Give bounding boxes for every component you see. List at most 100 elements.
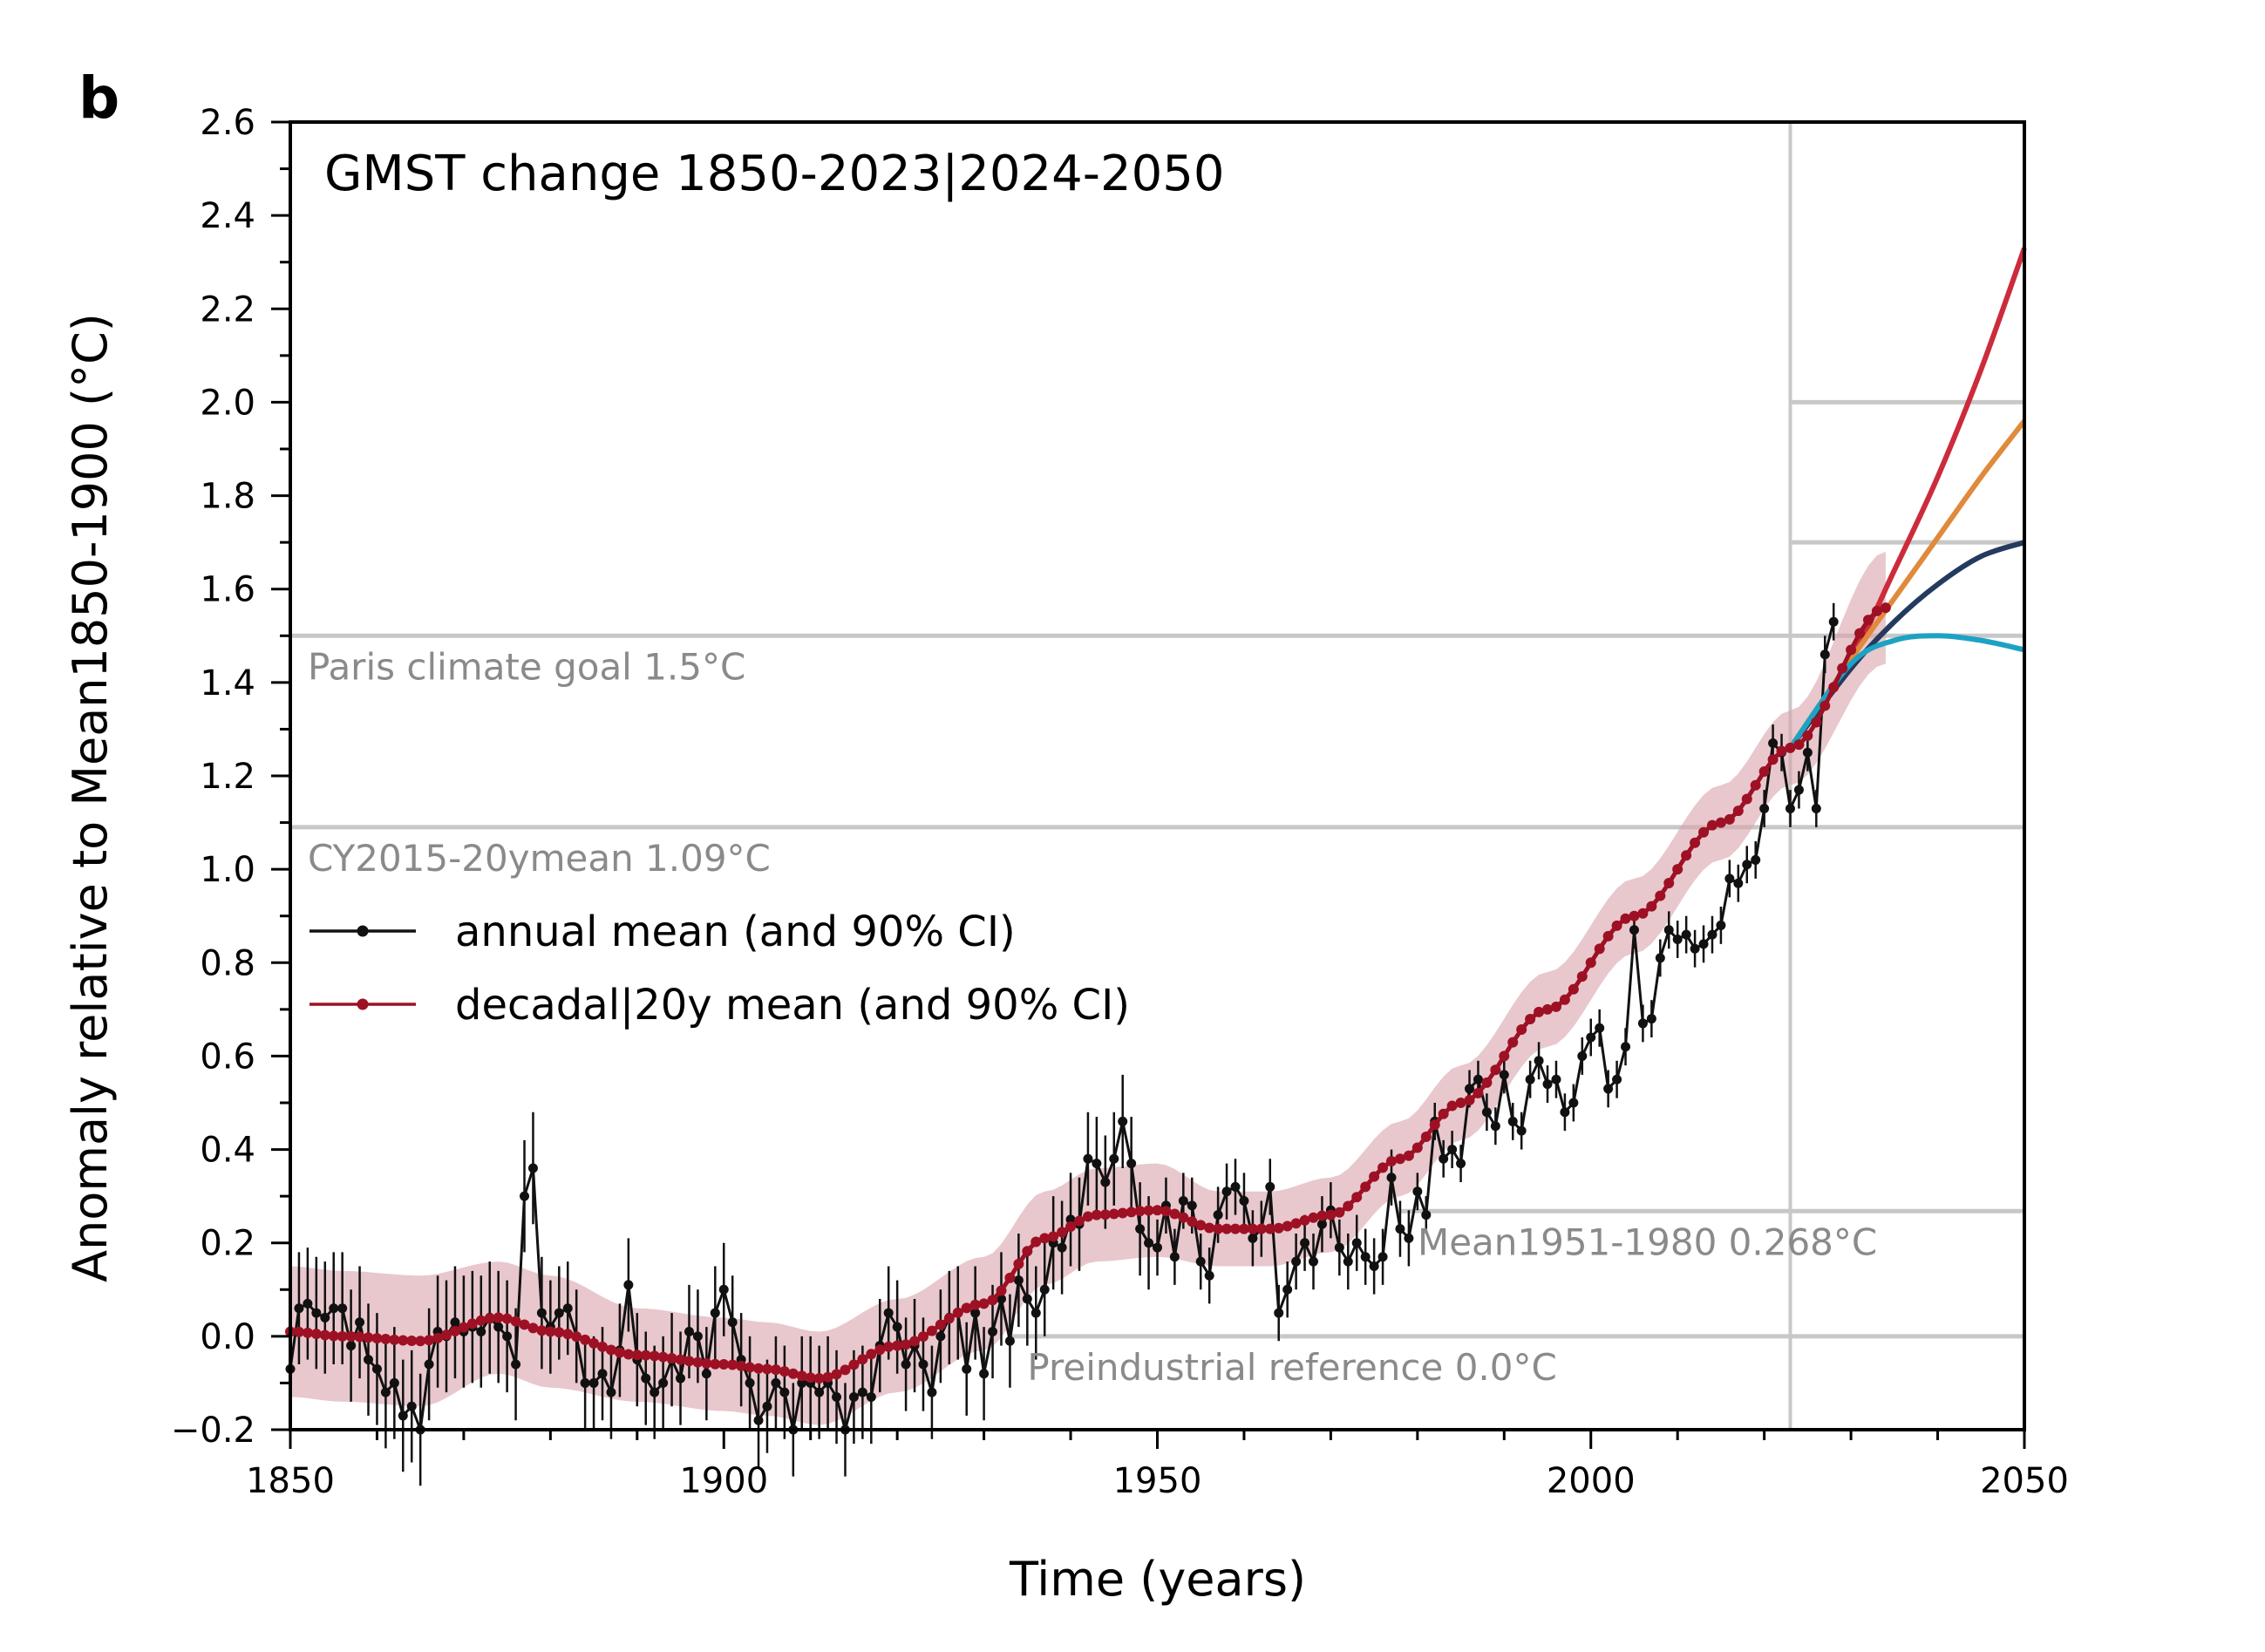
annual-point — [1404, 1233, 1414, 1243]
annual-point — [1655, 953, 1665, 963]
annual-point — [771, 1377, 781, 1388]
annual-point — [1577, 1050, 1588, 1061]
annual-point — [692, 1331, 703, 1342]
annual-point — [1733, 878, 1744, 888]
annual-point — [883, 1308, 894, 1318]
annual-point — [1439, 1153, 1449, 1164]
annual-point — [1282, 1284, 1293, 1295]
y-axis: −0.2 0.0 0.2 0.4 0.6 0.8 1.0 1.2 1.4 1.6 1.8 2.0 2.2… — [171, 103, 290, 1451]
annual-point — [1022, 1294, 1032, 1304]
decadal-point — [657, 1351, 669, 1363]
annual-point — [1360, 1252, 1371, 1262]
annual-point — [1030, 1308, 1041, 1318]
annual-point — [753, 1415, 764, 1425]
y-tick-label: 2.2 — [200, 289, 255, 330]
legend-swatch-marker — [357, 998, 369, 1010]
decadal-point — [398, 1335, 409, 1346]
decadal-point — [380, 1333, 391, 1344]
decadal-point — [987, 1295, 998, 1306]
annual-point — [1490, 1121, 1500, 1132]
y-tick-label: 1.0 — [200, 850, 255, 890]
annual-point — [857, 1387, 867, 1397]
y-tick-label: −0.2 — [171, 1411, 255, 1451]
decadal-point — [1715, 817, 1726, 828]
decadal-point — [770, 1364, 781, 1376]
y-tick-label: 0.6 — [200, 1037, 255, 1077]
decadal-point — [1204, 1222, 1215, 1234]
annual-point — [580, 1377, 590, 1388]
decadal-point — [1394, 1153, 1405, 1165]
x-tick-label: 1850 — [246, 1461, 335, 1501]
decadal-point — [571, 1331, 582, 1343]
decadal-point — [536, 1325, 548, 1336]
decadal-point — [519, 1319, 530, 1330]
decadal-point — [1871, 605, 1882, 616]
annual-point — [1742, 860, 1752, 870]
annual-point — [1178, 1196, 1188, 1206]
decadal-point — [1776, 745, 1787, 757]
annual-point — [1230, 1181, 1241, 1192]
annual-point — [988, 1327, 998, 1336]
decadal-point — [1369, 1171, 1380, 1182]
annual-point — [1672, 935, 1683, 944]
decadal-point — [805, 1372, 816, 1383]
decadal-point — [1091, 1209, 1102, 1220]
decadal-point — [1073, 1215, 1085, 1227]
annual-point — [389, 1377, 399, 1388]
annual-point — [329, 1303, 339, 1314]
decadal-point — [883, 1341, 894, 1352]
annual-point — [450, 1317, 460, 1328]
annual-point — [1621, 1042, 1631, 1052]
annual-point — [1560, 1107, 1570, 1118]
annual-point — [762, 1401, 772, 1411]
decadal-point — [345, 1331, 357, 1343]
decadal-point — [432, 1332, 444, 1343]
decadal-point — [1602, 930, 1614, 942]
annual-point — [1595, 1023, 1605, 1033]
legend-label: decadal|20y mean (and 90% CI) — [455, 981, 1130, 1030]
annual-point — [623, 1280, 634, 1290]
decadal-point — [1516, 1024, 1527, 1035]
decadal-point — [1082, 1211, 1093, 1222]
annual-point — [1386, 1173, 1397, 1183]
y-tick-label: 2.6 — [200, 103, 255, 143]
decadal-point — [1811, 717, 1822, 728]
annual-point — [814, 1387, 825, 1397]
decadal-point — [363, 1332, 374, 1343]
decadal-point — [389, 1334, 400, 1345]
decadal-point — [1420, 1131, 1432, 1142]
annual-point — [1663, 925, 1674, 935]
decadal-point — [1143, 1205, 1154, 1216]
decadal-point — [605, 1344, 616, 1356]
decadal-mean-points — [285, 602, 1891, 1384]
decadal-point — [1741, 793, 1752, 805]
decadal-point — [1473, 1087, 1484, 1098]
annual-point — [1421, 1210, 1432, 1220]
annual-point — [1377, 1252, 1388, 1262]
decadal-point — [510, 1315, 521, 1327]
decadal-point — [1620, 913, 1631, 924]
decadal-point — [1065, 1220, 1077, 1232]
annual-point — [1265, 1181, 1275, 1192]
annual-point — [797, 1377, 807, 1388]
annual-point — [1153, 1242, 1162, 1253]
decadal-point — [1273, 1222, 1284, 1234]
decadal-point — [978, 1298, 990, 1309]
annual-point — [1039, 1284, 1050, 1295]
annual-point — [676, 1373, 686, 1383]
annual-point — [1169, 1252, 1180, 1262]
decadal-point — [901, 1339, 912, 1350]
decadal-point — [475, 1315, 486, 1326]
decadal-point — [415, 1336, 426, 1347]
annual-point — [1412, 1186, 1423, 1197]
annual-point — [718, 1284, 729, 1295]
annual-point — [1204, 1270, 1214, 1281]
y-tick-label: 0.2 — [200, 1224, 255, 1264]
annual-point — [1291, 1256, 1302, 1267]
annual-point — [1724, 874, 1735, 884]
x-tick-label: 1900 — [679, 1461, 768, 1501]
decadal-point — [328, 1330, 339, 1342]
annual-point — [779, 1387, 790, 1397]
annual-point — [303, 1298, 313, 1309]
decadal-point — [874, 1344, 886, 1356]
